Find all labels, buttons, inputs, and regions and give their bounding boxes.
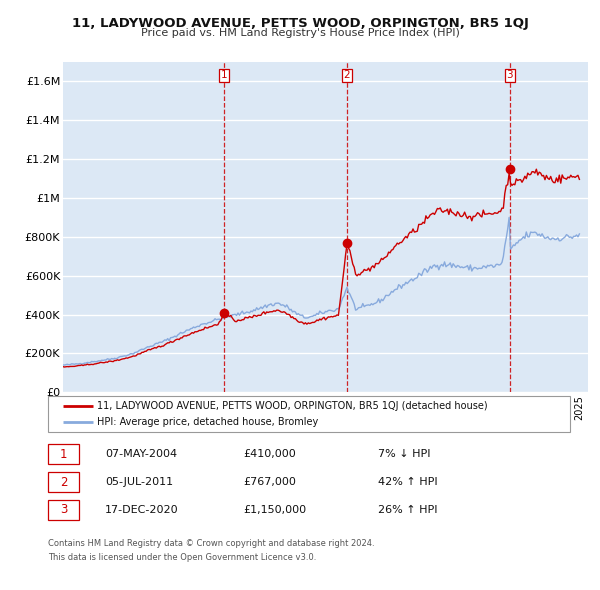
Text: £410,000: £410,000: [243, 450, 296, 459]
Text: 07-MAY-2004: 07-MAY-2004: [105, 450, 177, 459]
Text: £1,150,000: £1,150,000: [243, 505, 306, 514]
Text: 7% ↓ HPI: 7% ↓ HPI: [378, 450, 431, 459]
Text: £767,000: £767,000: [243, 477, 296, 487]
Text: 3: 3: [60, 503, 67, 516]
Text: 11, LADYWOOD AVENUE, PETTS WOOD, ORPINGTON, BR5 1QJ: 11, LADYWOOD AVENUE, PETTS WOOD, ORPINGT…: [71, 17, 529, 30]
Text: 3: 3: [506, 70, 513, 80]
Text: This data is licensed under the Open Government Licence v3.0.: This data is licensed under the Open Gov…: [48, 553, 316, 562]
Text: 1: 1: [221, 70, 227, 80]
Text: 2: 2: [60, 476, 67, 489]
Text: 42% ↑ HPI: 42% ↑ HPI: [378, 477, 437, 487]
Text: 17-DEC-2020: 17-DEC-2020: [105, 505, 179, 514]
Text: 05-JUL-2011: 05-JUL-2011: [105, 477, 173, 487]
Text: 2: 2: [344, 70, 350, 80]
Text: Price paid vs. HM Land Registry's House Price Index (HPI): Price paid vs. HM Land Registry's House …: [140, 28, 460, 38]
Text: HPI: Average price, detached house, Bromley: HPI: Average price, detached house, Brom…: [97, 417, 319, 427]
Text: Contains HM Land Registry data © Crown copyright and database right 2024.: Contains HM Land Registry data © Crown c…: [48, 539, 374, 548]
Text: 26% ↑ HPI: 26% ↑ HPI: [378, 505, 437, 514]
Text: 1: 1: [60, 448, 67, 461]
Text: 11, LADYWOOD AVENUE, PETTS WOOD, ORPINGTON, BR5 1QJ (detached house): 11, LADYWOOD AVENUE, PETTS WOOD, ORPINGT…: [97, 401, 488, 411]
